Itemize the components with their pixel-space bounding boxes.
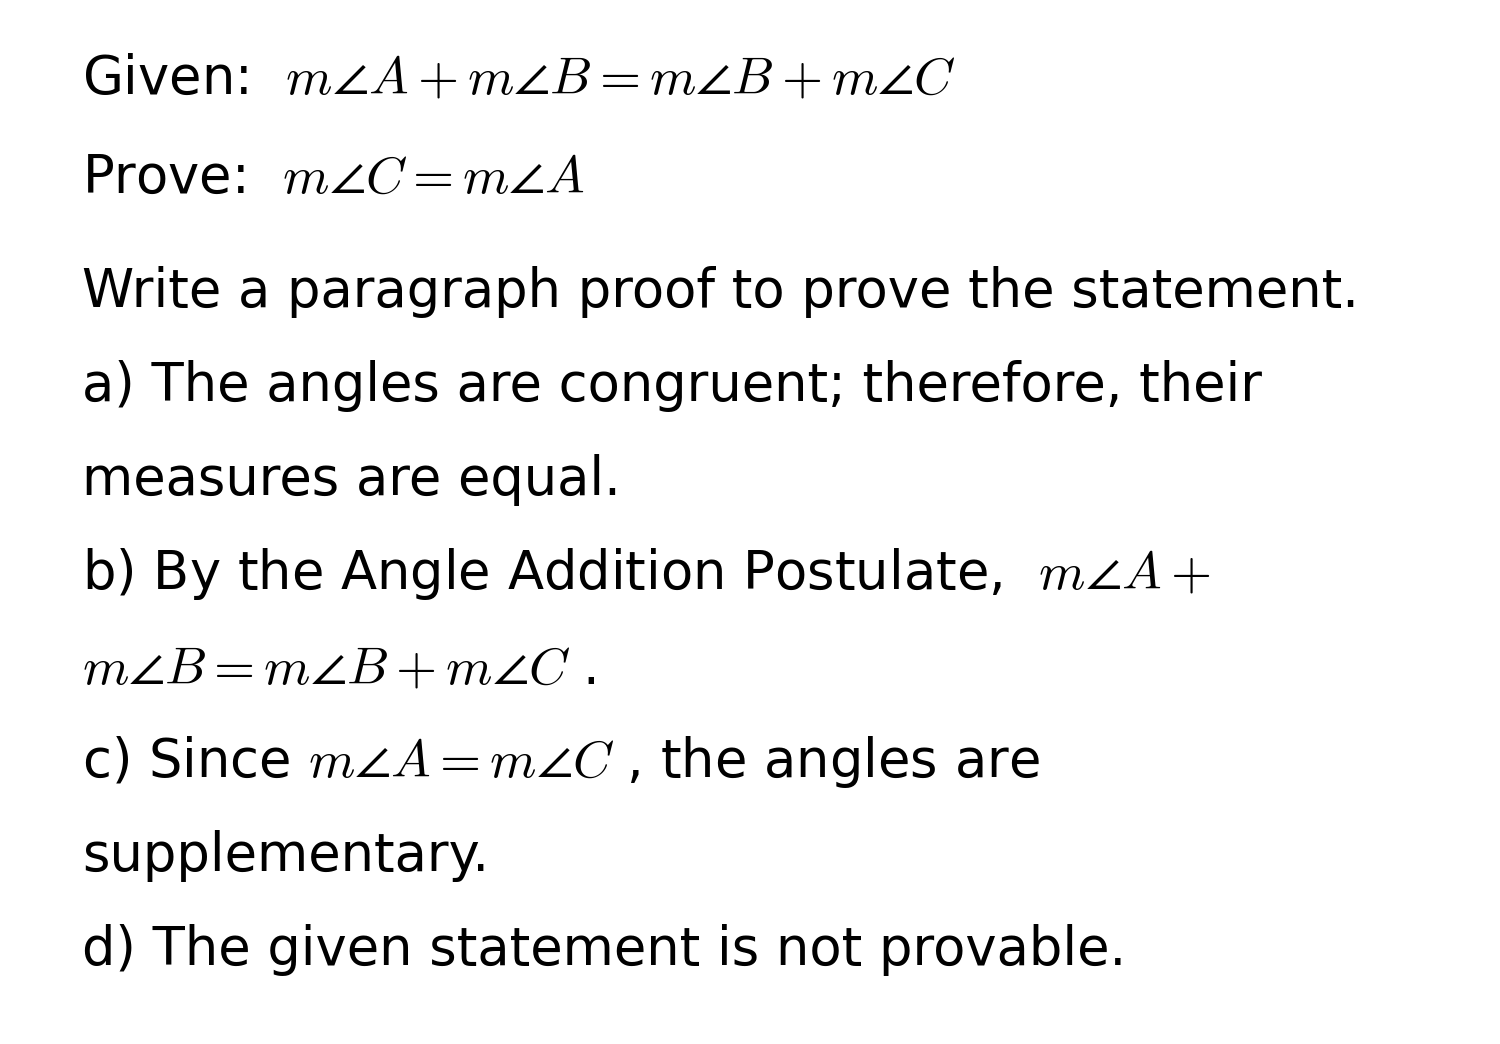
Text: Write a paragraph proof to prove the statement.: Write a paragraph proof to prove the sta… (82, 266, 1359, 318)
Text: c) Since $m\angle A = m\angle C$ , the angles are: c) Since $m\angle A = m\angle C$ , the a… (82, 734, 1041, 790)
Text: measures are equal.: measures are equal. (82, 454, 621, 506)
Text: Prove:  $m\angle C = m\angle A$: Prove: $m\angle C = m\angle A$ (82, 151, 585, 204)
Text: Given:  $m\angle A + m\angle B = m\angle B + m\angle C$: Given: $m\angle A + m\angle B = m\angle … (82, 52, 957, 104)
Text: d) The given statement is not provable.: d) The given statement is not provable. (82, 924, 1126, 976)
Text: $m\angle B = m\angle B + m\angle C$ .: $m\angle B = m\angle B + m\angle C$ . (82, 642, 597, 694)
Text: b) By the Angle Addition Postulate,  $m\angle A +$: b) By the Angle Addition Postulate, $m\a… (82, 546, 1210, 602)
Text: supplementary.: supplementary. (82, 830, 489, 882)
Text: a) The angles are congruent; therefore, their: a) The angles are congruent; therefore, … (82, 360, 1263, 412)
